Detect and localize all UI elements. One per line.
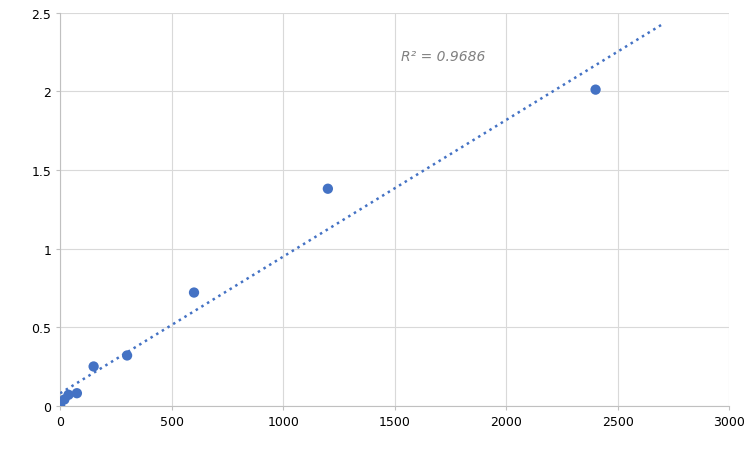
Point [62,391,74,399]
Text: R² = 0.9686: R² = 0.9686 [402,50,486,64]
Point [590,87,602,94]
Point [87,363,99,370]
Point [54,402,66,410]
Point [121,352,133,359]
Point [188,289,200,296]
Point [59,396,71,403]
Point [71,390,83,397]
Point [322,186,334,193]
